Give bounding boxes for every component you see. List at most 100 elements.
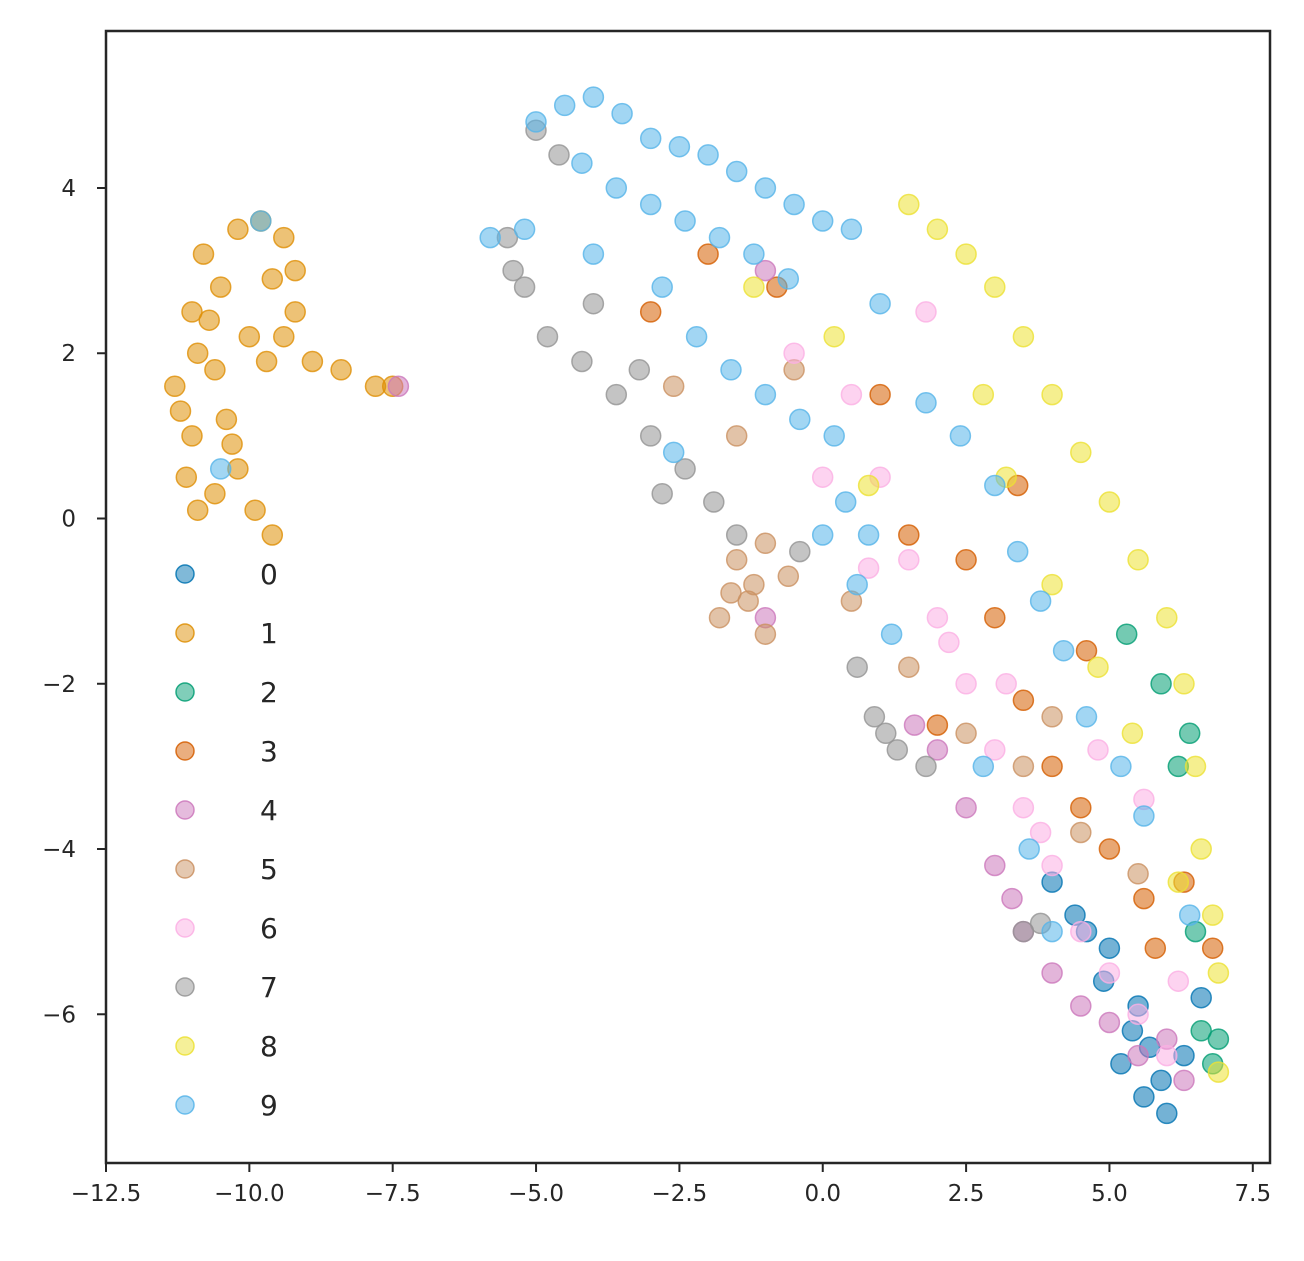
point-series-1-27 xyxy=(273,226,295,249)
point-series-4-12 xyxy=(387,375,410,398)
point-series-9-29 xyxy=(846,573,868,596)
legend-marker-8 xyxy=(175,1036,195,1056)
point-series-2-0 xyxy=(1190,1020,1212,1042)
point-series-1-10 xyxy=(255,350,278,373)
point-series-7-21 xyxy=(789,540,811,563)
point-series-3-12 xyxy=(639,301,662,323)
point-series-9-40 xyxy=(972,755,995,778)
point-series-9-31 xyxy=(915,392,937,414)
legend-label-2: 2 xyxy=(260,676,278,709)
point-series-7-1 xyxy=(513,276,536,298)
x-tick-label-5: 0.0 xyxy=(804,1181,841,1207)
point-series-0-2 xyxy=(1156,1102,1178,1125)
point-series-9-16 xyxy=(708,226,731,249)
point-series-1-23 xyxy=(284,259,306,282)
point-series-7-8 xyxy=(725,524,748,546)
point-series-5-16 xyxy=(662,375,685,398)
point-series-8-21 xyxy=(857,474,880,497)
point-series-3-14 xyxy=(926,714,949,736)
x-tick-label-3: −5.0 xyxy=(508,1181,564,1207)
point-series-9-39 xyxy=(1133,805,1155,827)
legend-marker-7 xyxy=(175,977,195,997)
point-series-7-16 xyxy=(915,755,937,778)
point-series-8-3 xyxy=(984,276,1006,298)
point-series-9-17 xyxy=(743,243,765,265)
point-series-1-11 xyxy=(301,350,324,373)
legend-marker-3 xyxy=(175,741,195,761)
point-series-4-9 xyxy=(903,714,926,736)
point-series-5-10 xyxy=(955,722,977,745)
point-series-7-15 xyxy=(886,739,909,761)
y-tick-label-2: −2 xyxy=(42,672,76,698)
point-series-9-38 xyxy=(1110,755,1132,778)
point-series-6-0 xyxy=(840,383,863,406)
point-series-6-8 xyxy=(1070,920,1092,943)
y-axis: −6 −4 −2 0 2 4 xyxy=(42,176,106,1028)
point-series-8-9 xyxy=(1156,606,1178,629)
point-series-4-4 xyxy=(1041,962,1063,984)
legend-marker-1 xyxy=(175,623,195,643)
point-series-1-21 xyxy=(261,524,284,546)
point-series-9-23 xyxy=(720,359,742,381)
point-series-6-6 xyxy=(1012,796,1035,819)
point-series-4-13 xyxy=(1001,887,1023,910)
point-series-4-7 xyxy=(1127,1044,1149,1067)
point-series-9-9 xyxy=(783,193,805,216)
point-series-1-9 xyxy=(204,359,226,381)
point-series-9-15 xyxy=(674,210,696,232)
legend-entry-9: 9 xyxy=(175,1089,278,1122)
point-series-6-2 xyxy=(898,549,920,571)
x-tick-label-2: −7.5 xyxy=(365,1181,421,1207)
point-series-8-2 xyxy=(955,243,977,265)
legend-label-7: 7 xyxy=(260,971,278,1004)
point-series-9-44 xyxy=(479,226,501,249)
series-8 xyxy=(743,193,1230,1083)
point-series-1-5 xyxy=(209,276,232,298)
point-series-7-19 xyxy=(502,259,524,282)
point-series-7-14 xyxy=(863,706,886,728)
y-tick-label-3: 0 xyxy=(61,507,76,533)
point-series-7-7 xyxy=(703,491,725,513)
points-layer xyxy=(164,86,1230,1125)
point-series-7-9 xyxy=(548,144,570,166)
point-series-4-1 xyxy=(955,796,977,819)
point-series-5-2 xyxy=(754,623,777,645)
x-tick-label-0: −12.5 xyxy=(71,1181,141,1207)
point-series-9-18 xyxy=(777,268,800,290)
point-series-4-0 xyxy=(926,739,949,761)
point-series-3-5 xyxy=(1070,796,1092,819)
legend-marker-5 xyxy=(175,859,195,879)
point-series-8-11 xyxy=(1184,755,1207,778)
point-series-1-18 xyxy=(204,482,226,505)
x-axis: −12.5 −10.0 −7.5 −5.0 −2.5 0.0 2.5 5.0 7.5 xyxy=(71,1163,1271,1207)
point-series-8-19 xyxy=(1087,656,1109,678)
point-series-5-12 xyxy=(1070,821,1092,844)
point-series-5-5 xyxy=(777,565,800,588)
point-series-2-7 xyxy=(1207,1028,1230,1050)
point-series-8-13 xyxy=(1201,904,1224,926)
point-series-9-0 xyxy=(525,111,547,133)
legend-label-5: 5 xyxy=(260,853,278,886)
point-series-6-16 xyxy=(995,673,1017,695)
point-series-4-6 xyxy=(1098,1011,1121,1034)
point-series-3-4 xyxy=(1041,755,1063,778)
point-series-5-17 xyxy=(1041,706,1063,728)
point-series-8-23 xyxy=(823,325,845,348)
point-series-9-27 xyxy=(834,491,857,513)
point-series-6-21 xyxy=(1029,821,1052,844)
point-series-3-11 xyxy=(697,243,719,265)
point-series-1-0 xyxy=(164,375,186,398)
point-series-7-13 xyxy=(846,656,868,678)
point-series-0-1 xyxy=(1133,1086,1155,1108)
point-series-5-9 xyxy=(898,656,920,678)
point-series-9-24 xyxy=(754,383,777,406)
point-series-6-13 xyxy=(811,466,834,488)
point-series-4-5 xyxy=(1070,995,1092,1017)
point-series-6-11 xyxy=(1156,1044,1178,1067)
legend-entry-1: 1 xyxy=(175,617,278,650)
point-series-9-10 xyxy=(811,210,834,232)
point-series-6-15 xyxy=(938,631,960,654)
point-series-8-8 xyxy=(1127,549,1149,571)
point-series-9-2 xyxy=(582,86,605,108)
